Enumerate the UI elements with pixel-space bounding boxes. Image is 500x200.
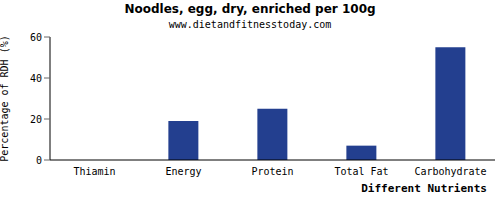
svg-text:Percentage of RDH (%): Percentage of RDH (%) <box>8 35 10 161</box>
html-text:Noodles, egg, dry, enriched pe: Noodles, egg, dry, enriched per 100g <box>124 2 376 16</box>
svg-text:Energy: Energy <box>165 166 201 177</box>
html-text:www.dietandfitnesstoday.com: www.dietandfitnesstoday.com <box>168 19 332 30</box>
svg-text:0: 0 <box>36 155 42 166</box>
svg-text:20: 20 <box>30 114 42 125</box>
svg-text:40: 40 <box>30 73 42 84</box>
svg-text:Thiamin: Thiamin <box>73 166 115 177</box>
svg-text:Carbohydrate: Carbohydrate <box>414 166 486 177</box>
svg-text:Total Fat: Total Fat <box>334 166 388 177</box>
svg-text:Protein: Protein <box>251 166 293 177</box>
svg-text:Different Nutrients: Different Nutrients <box>361 182 487 195</box>
svg-text:60: 60 <box>30 32 42 43</box>
